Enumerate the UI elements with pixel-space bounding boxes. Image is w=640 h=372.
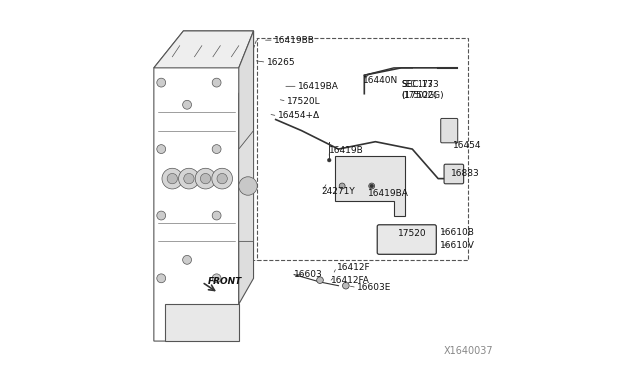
Text: 16603: 16603 bbox=[294, 270, 323, 279]
Polygon shape bbox=[239, 131, 253, 241]
Bar bbox=[257, 38, 468, 260]
Circle shape bbox=[200, 173, 211, 184]
Polygon shape bbox=[335, 157, 405, 215]
Circle shape bbox=[239, 177, 257, 195]
Text: 16603E: 16603E bbox=[357, 283, 391, 292]
Circle shape bbox=[217, 173, 227, 184]
Polygon shape bbox=[154, 31, 253, 68]
FancyBboxPatch shape bbox=[441, 118, 458, 143]
Text: 16610V: 16610V bbox=[440, 241, 475, 250]
Text: 16610B: 16610B bbox=[440, 228, 475, 237]
Circle shape bbox=[370, 184, 374, 188]
Text: 16454: 16454 bbox=[453, 141, 481, 150]
Circle shape bbox=[157, 211, 166, 220]
Circle shape bbox=[328, 158, 331, 162]
Circle shape bbox=[162, 168, 182, 189]
Circle shape bbox=[212, 168, 232, 189]
Text: 16419B: 16419B bbox=[329, 147, 364, 155]
Circle shape bbox=[369, 183, 374, 189]
Circle shape bbox=[182, 256, 191, 264]
Circle shape bbox=[167, 173, 177, 184]
Circle shape bbox=[339, 183, 345, 189]
Circle shape bbox=[212, 274, 221, 283]
FancyBboxPatch shape bbox=[377, 225, 436, 254]
Text: 17520: 17520 bbox=[397, 230, 426, 238]
Text: 16419BA: 16419BA bbox=[368, 189, 409, 198]
Text: 16419BA: 16419BA bbox=[298, 82, 339, 91]
Text: X1640037: X1640037 bbox=[444, 346, 493, 356]
Text: 16883: 16883 bbox=[451, 169, 480, 177]
Circle shape bbox=[212, 78, 221, 87]
Circle shape bbox=[317, 277, 323, 283]
Circle shape bbox=[184, 173, 194, 184]
Text: FRONT: FRONT bbox=[207, 278, 242, 286]
Text: SEC.173
(17502G): SEC.173 (17502G) bbox=[401, 80, 437, 100]
Circle shape bbox=[212, 145, 221, 154]
Text: 16454+Δ: 16454+Δ bbox=[278, 111, 319, 121]
Text: 17520L: 17520L bbox=[287, 97, 321, 106]
Circle shape bbox=[182, 100, 191, 109]
Circle shape bbox=[195, 168, 216, 189]
FancyBboxPatch shape bbox=[444, 164, 463, 184]
Text: 16265: 16265 bbox=[266, 58, 295, 67]
Polygon shape bbox=[165, 304, 239, 341]
Text: SEC.173
(17502G): SEC.173 (17502G) bbox=[401, 80, 444, 100]
Text: 16412F: 16412F bbox=[337, 263, 370, 272]
Polygon shape bbox=[239, 31, 253, 304]
Text: 24271Y: 24271Y bbox=[322, 187, 356, 196]
Text: 16419BB: 16419BB bbox=[274, 36, 315, 45]
Circle shape bbox=[157, 78, 166, 87]
Text: 16412FA: 16412FA bbox=[331, 276, 370, 285]
Circle shape bbox=[157, 274, 166, 283]
Circle shape bbox=[342, 282, 349, 289]
Circle shape bbox=[157, 145, 166, 154]
Circle shape bbox=[212, 211, 221, 220]
Circle shape bbox=[179, 168, 199, 189]
Text: 16440N: 16440N bbox=[362, 76, 397, 85]
